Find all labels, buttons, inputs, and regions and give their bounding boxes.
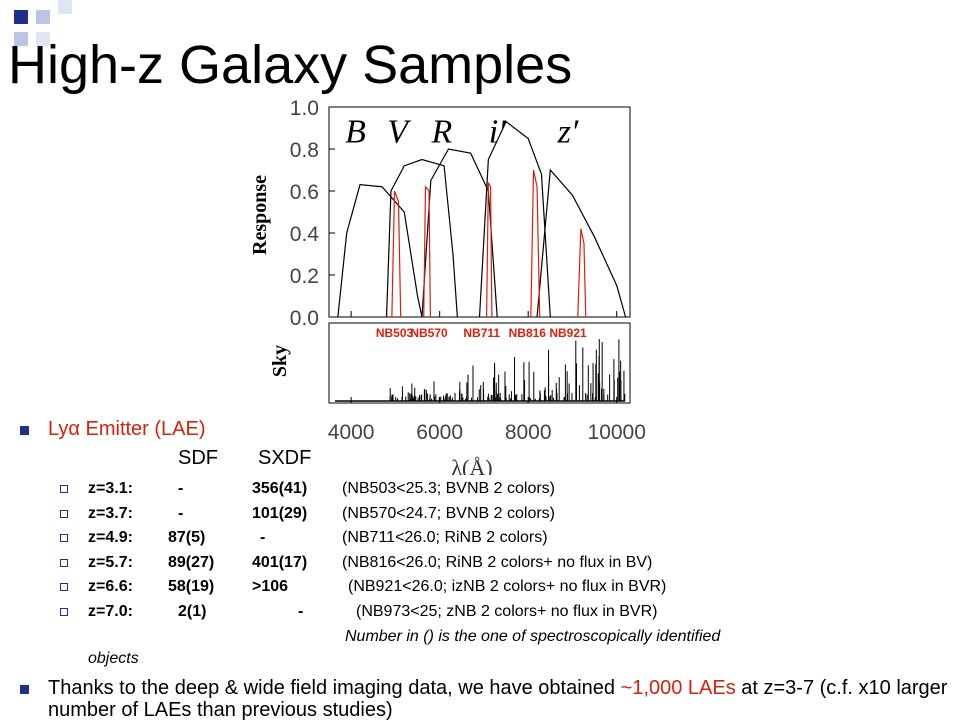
corner-square-light	[58, 0, 72, 14]
footnote-line-1: Number in () is the one of spectroscopic…	[345, 628, 721, 645]
column-header-sxdf: SXDF	[258, 447, 312, 469]
sub-bullet-marker	[60, 509, 68, 518]
lae-row-redshift: z=6.6:	[88, 578, 133, 595]
corner-square-light	[36, 10, 50, 24]
y-tick-label: 0.4	[290, 223, 320, 246]
x-tick-label: 4000	[328, 421, 375, 444]
lae-row-note: (NB921<26.0; izNB 2 colors+ no flux in B…	[348, 578, 667, 595]
corner-square-dark	[14, 10, 28, 24]
filter-curve-NB503	[391, 190, 402, 318]
summary-paragraph: Thanks to the deep & wide field imaging …	[48, 677, 948, 721]
summary-highlight: ~1,000 LAEs	[620, 677, 736, 699]
lae-heading: Lyα Emitter (LAE)	[48, 418, 206, 440]
filter-response-chart: Response Sky λ(Å) 1.0 0.8 0.6 0.4 0.2 0.0 4000…	[249, 97, 646, 475]
narrowband-filter-label: NB570	[410, 326, 448, 340]
corner-square-light	[36, 32, 50, 46]
x-axis-label: λ(Å)	[451, 455, 492, 475]
summary-text-b: at z=3-7 (c.f. x10 larger number of LAEs…	[48, 677, 948, 721]
narrowband-filter-label: NB921	[549, 326, 587, 340]
filter-curve-i	[478, 120, 551, 318]
x-tick-label: 10000	[588, 421, 646, 444]
lae-row-note: (NB973<25; zNB 2 colors+ no flux in BVR)	[356, 602, 658, 620]
filter-response-figure: Response Sky λ(Å) 1.0 0.8 0.6 0.4 0.2 0.0 4000…	[240, 95, 680, 475]
filter-curve-NB816	[530, 169, 541, 318]
filter-curve-B	[337, 184, 423, 318]
y-axis-label: Response	[249, 175, 271, 255]
filter-curve-z	[536, 168, 627, 318]
lae-row-note: (NB711<26.0; RiNB 2 colors)	[342, 529, 548, 546]
broadband-filter-label: B	[345, 114, 366, 151]
column-header-sdf: SDF	[178, 447, 218, 469]
sub-bullet-marker	[60, 583, 68, 591]
lae-row-redshift: z=5.7:	[88, 553, 133, 571]
sub-bullet-marker	[60, 485, 68, 493]
slide-title: High-z Galaxy Samples	[8, 35, 573, 95]
summary-text-a: Thanks to the deep & wide field imaging …	[48, 677, 621, 699]
lae-row-sdf-count: 89(27)	[168, 553, 215, 571]
lae-row-sdf-count: 58(19)	[168, 578, 215, 595]
lae-row-redshift: z=7.0:	[88, 602, 133, 620]
narrowband-filter-label: NB711	[463, 326, 500, 340]
bullet-marker	[20, 685, 29, 694]
y-tick-label: 1.0	[290, 97, 319, 120]
narrowband-filter-label: NB503	[376, 326, 414, 340]
y-tick-label: 0.6	[290, 181, 319, 204]
lae-row-sxdf-count: 101(29)	[252, 504, 308, 522]
filter-curve-V	[385, 158, 458, 318]
broadband-filter-label: R	[430, 114, 452, 151]
filter-curve-NB711	[485, 182, 493, 318]
filter-curve-R	[421, 148, 498, 318]
sub-bullet-marker	[60, 558, 68, 567]
corner-square-light	[14, 32, 28, 46]
x-tick-label: 6000	[416, 421, 463, 444]
lae-row-sxdf-count: -	[298, 602, 304, 620]
broadband-filter-label: i′	[489, 114, 506, 151]
lae-row-note: (NB570<24.7; BVNB 2 colors)	[342, 504, 555, 522]
y-tick-label: 0.8	[290, 139, 319, 162]
lae-row-redshift: z=3.1:	[88, 480, 133, 497]
footnote-line-2: objects	[88, 650, 139, 667]
lae-row-sdf-count: 2(1)	[178, 602, 207, 620]
lae-row-sxdf-count: 401(17)	[252, 553, 308, 571]
broadband-filter-label: z′	[557, 114, 579, 151]
broadband-filter-label: V	[387, 114, 412, 151]
bullet-marker	[20, 426, 29, 435]
lae-row-sxdf-count: >106	[252, 578, 289, 595]
narrowband-filter-label: NB816	[509, 326, 547, 340]
sub-bullet-marker	[60, 607, 68, 616]
lae-row-sxdf-count: 356(41)	[252, 480, 308, 497]
sub-bullet-marker	[60, 534, 68, 542]
lae-row-redshift: z=3.7:	[88, 504, 133, 522]
filter-curve-NB921	[577, 228, 587, 318]
lae-row-sdf-count: 87(5)	[168, 529, 206, 546]
filter-curve-NB570	[423, 185, 431, 318]
y-tick-label: 0.0	[290, 307, 319, 330]
sky-plot-frame	[328, 322, 631, 404]
x-tick-label: 8000	[505, 421, 552, 444]
lae-row-sdf-count: -	[178, 480, 184, 497]
y-tick-label: 0.2	[290, 265, 319, 288]
lae-row-sdf-count: -	[178, 504, 184, 522]
lae-row-note: (NB816<26.0; RiNB 2 colors+ no flux in B…	[342, 553, 653, 571]
lae-row-redshift: z=4.9:	[88, 529, 133, 546]
lae-row-note: (NB503<25.3; BVNB 2 colors)	[342, 480, 555, 497]
sky-label: Sky	[269, 345, 291, 377]
lae-row-sxdf-count: -	[260, 529, 266, 546]
